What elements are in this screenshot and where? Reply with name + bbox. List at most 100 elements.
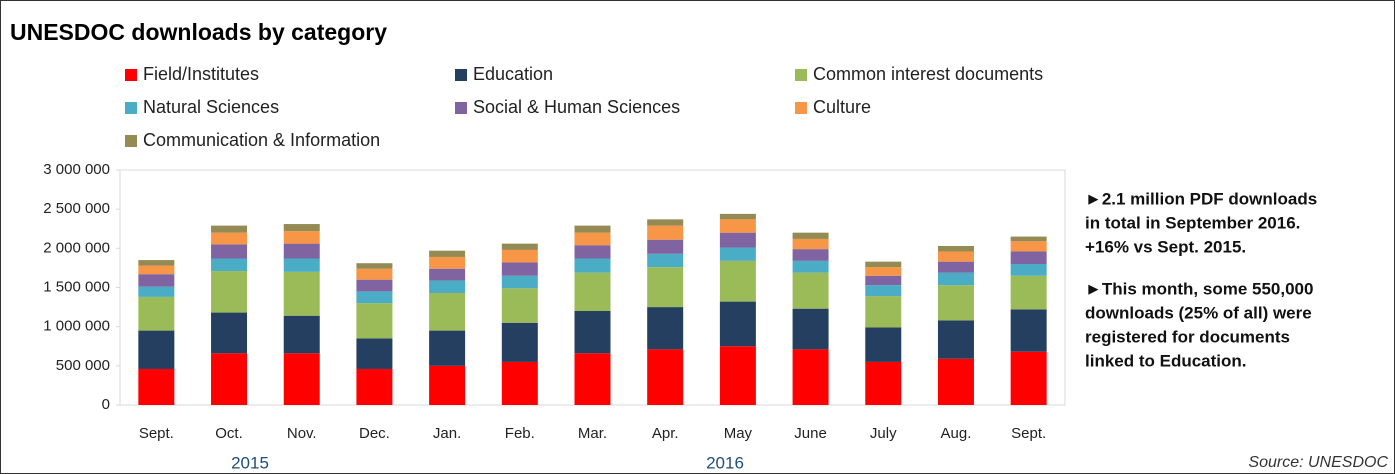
bar-segment <box>429 365 466 405</box>
legend-swatch <box>795 102 807 114</box>
bar-segment <box>574 272 611 311</box>
bar-segment <box>356 291 393 304</box>
bar-segment <box>719 346 756 405</box>
bar-segment <box>1010 241 1047 252</box>
bar-segment <box>792 349 829 405</box>
bar-segment <box>792 308 829 350</box>
bar-segment <box>937 358 974 405</box>
x-tick-label: Aug. <box>941 425 972 442</box>
bar-segment <box>138 368 175 405</box>
source: Source: UNESDOC <box>1248 454 1388 471</box>
bar-segment <box>937 245 974 252</box>
bar-segment <box>501 275 538 289</box>
bar-segment <box>283 231 320 244</box>
year-label: 2016 <box>706 453 744 472</box>
bar-segment <box>1010 309 1047 352</box>
annotation: registered for documents <box>1085 327 1290 346</box>
bar-segment <box>719 213 756 220</box>
bar-segment <box>501 288 538 323</box>
bar-segment <box>429 250 466 257</box>
legend-swatch <box>455 102 467 114</box>
legend-label: Common interest documents <box>813 64 1043 84</box>
bar-segment <box>138 330 175 369</box>
bar-segment <box>719 260 756 302</box>
bar-segment <box>429 330 466 366</box>
x-tick-label: May <box>724 425 753 442</box>
bar-segment <box>429 256 466 269</box>
bar-segment <box>574 258 611 273</box>
bar-segment <box>211 353 248 405</box>
bar-segment <box>574 245 611 259</box>
bar-segment <box>719 219 756 233</box>
annotation: downloads (25% of all) were <box>1085 303 1312 322</box>
bar-segment <box>574 225 611 233</box>
legend-label: Education <box>473 64 553 84</box>
bar-segment <box>865 361 902 405</box>
bar-segment <box>865 261 902 268</box>
bar-segment <box>574 353 611 405</box>
x-tick-label: July <box>870 425 897 442</box>
bar-segment <box>501 249 538 263</box>
bar-segment <box>647 225 684 240</box>
bar-segment <box>792 238 829 250</box>
bar-segment <box>574 311 611 354</box>
bar-segment <box>865 275 902 286</box>
bar-segment <box>1010 264 1047 276</box>
x-tick-label: Feb. <box>505 425 535 442</box>
bar-segment <box>647 267 684 308</box>
y-tick-label: 2 500 000 <box>43 200 110 217</box>
bar-segment <box>865 327 902 362</box>
y-tick-label: 3 000 000 <box>43 161 110 178</box>
legend-label: Field/Institutes <box>143 64 259 84</box>
bar-segment <box>356 338 393 369</box>
x-tick-label: Mar. <box>578 425 607 442</box>
bar-segment <box>937 272 974 286</box>
bar-segment <box>356 268 393 280</box>
y-tick-label: 0 <box>102 396 110 413</box>
bar-segment <box>356 279 393 292</box>
bar-segment <box>792 249 829 261</box>
bar-segment <box>283 353 320 405</box>
bar-segment <box>792 232 829 239</box>
bar-segment <box>138 265 175 275</box>
legend-swatch <box>795 69 807 81</box>
legend-swatch <box>455 69 467 81</box>
bar-segment <box>138 286 175 297</box>
bar-segment <box>211 244 248 259</box>
bar-segment <box>719 232 756 248</box>
bar-segment <box>647 239 684 254</box>
bar-segment <box>865 267 902 276</box>
bar-segment <box>211 271 248 313</box>
bar-segment <box>937 285 974 321</box>
y-tick-label: 2 000 000 <box>43 239 110 256</box>
x-tick-label: June <box>794 425 827 442</box>
bar-segment <box>429 268 466 281</box>
bar-segment <box>501 361 538 405</box>
x-tick-label: Sept. <box>1011 425 1046 442</box>
bar-segment <box>574 232 611 246</box>
y-tick-label: 1 000 000 <box>43 318 110 335</box>
legend-label: Natural Sciences <box>143 97 279 117</box>
bar-segment <box>356 263 393 269</box>
y-tick-label: 500 000 <box>56 357 110 374</box>
legend-label: Communication & Information <box>143 130 380 150</box>
bar-segment <box>429 280 466 293</box>
bar-segment <box>865 285 902 297</box>
x-tick-label: Jan. <box>433 425 461 442</box>
x-tick-label: Dec. <box>359 425 390 442</box>
bar-segment <box>138 274 175 287</box>
y-tick-label: 1 500 000 <box>43 278 110 295</box>
legend-swatch <box>125 69 137 81</box>
annotation: ►This month, some 550,000 <box>1085 279 1313 298</box>
annotation: in total in September 2016. <box>1085 213 1300 232</box>
bar-segment <box>211 232 248 245</box>
bar-segment <box>1010 251 1047 264</box>
bar-segment <box>283 258 320 272</box>
bar-segment <box>283 315 320 354</box>
legend-label: Social & Human Sciences <box>473 97 680 117</box>
bar-segment <box>719 247 756 261</box>
bar-segment <box>356 368 393 405</box>
legend-swatch <box>125 135 137 147</box>
bar-segment <box>429 292 466 331</box>
